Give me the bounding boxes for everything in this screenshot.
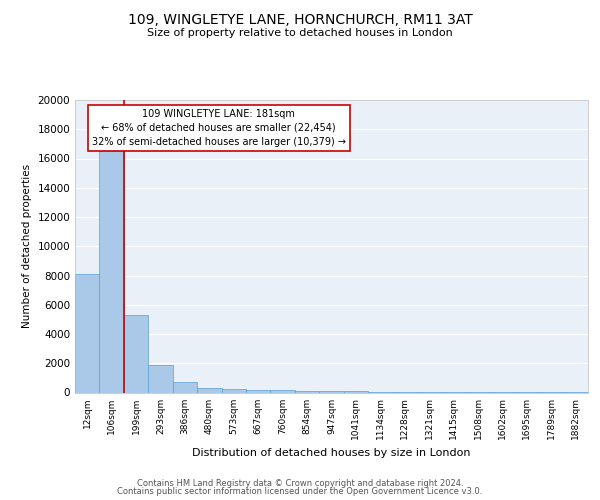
- Text: Size of property relative to detached houses in London: Size of property relative to detached ho…: [147, 28, 453, 38]
- Bar: [246, 390, 271, 392]
- Text: Contains HM Land Registry data © Crown copyright and database right 2024.: Contains HM Land Registry data © Crown c…: [137, 478, 463, 488]
- Bar: [295, 390, 319, 392]
- Bar: [148, 366, 173, 392]
- Bar: [173, 382, 197, 392]
- Text: Contains public sector information licensed under the Open Government Licence v3: Contains public sector information licen…: [118, 487, 482, 496]
- Bar: [221, 390, 246, 392]
- Bar: [197, 388, 221, 392]
- Bar: [271, 390, 295, 392]
- Bar: [100, 151, 124, 392]
- Bar: [124, 315, 148, 392]
- Bar: [319, 391, 344, 392]
- Y-axis label: Number of detached properties: Number of detached properties: [22, 164, 32, 328]
- X-axis label: Distribution of detached houses by size in London: Distribution of detached houses by size …: [192, 448, 471, 458]
- Bar: [75, 274, 100, 392]
- Text: 109, WINGLETYE LANE, HORNCHURCH, RM11 3AT: 109, WINGLETYE LANE, HORNCHURCH, RM11 3A…: [128, 12, 472, 26]
- Text: 109 WINGLETYE LANE: 181sqm
← 68% of detached houses are smaller (22,454)
32% of : 109 WINGLETYE LANE: 181sqm ← 68% of deta…: [92, 109, 346, 147]
